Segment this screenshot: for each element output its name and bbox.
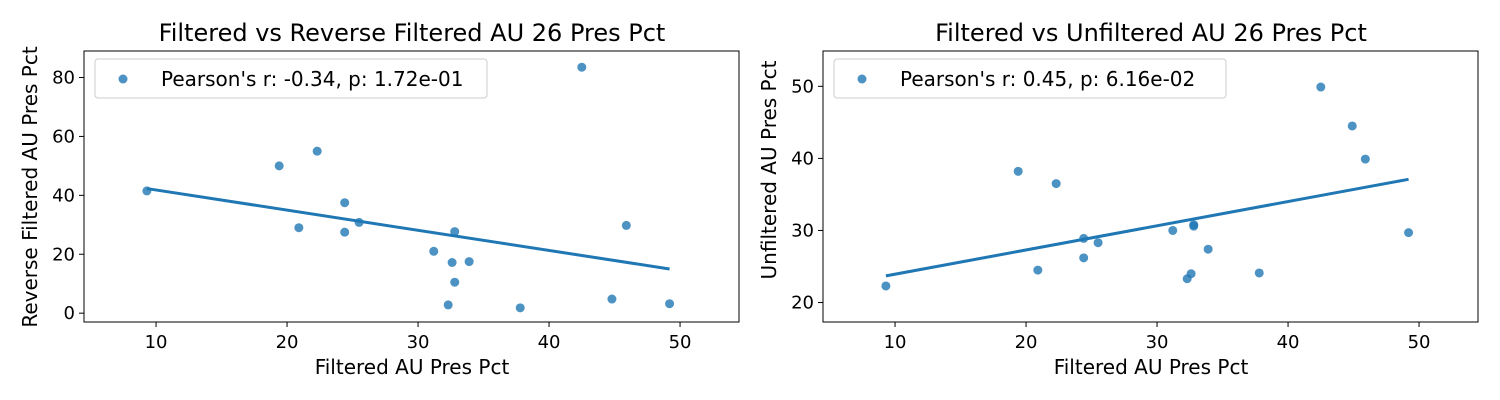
data-point — [1051, 179, 1061, 189]
x-tick-label: 50 — [1408, 332, 1431, 353]
x-tick-label: 30 — [407, 332, 430, 353]
y-tick-label: 80 — [52, 68, 75, 89]
x-axis-label: Filtered AU Pres Pct — [1054, 355, 1249, 379]
legend-marker — [857, 74, 867, 84]
data-point — [429, 246, 439, 256]
chart-reverse-filtered: Filtered vs Reverse Filtered AU 26 Pres … — [18, 19, 740, 379]
plot-frame — [83, 50, 740, 323]
x-tick-label: 40 — [1277, 332, 1300, 353]
x-axis-label: Filtered AU Pres Pct — [315, 355, 510, 379]
data-point — [1033, 265, 1043, 275]
y-tick-label: 20 — [791, 293, 814, 314]
y-tick-label: 0 — [64, 303, 75, 324]
y-tick-label: 20 — [52, 244, 75, 265]
data-point — [1079, 253, 1089, 263]
legend-marker — [118, 74, 128, 84]
data-point — [1203, 244, 1213, 254]
chart-title: Filtered vs Unfiltered AU 26 Pres Pct — [935, 19, 1367, 47]
y-tick-label: 50 — [791, 76, 814, 97]
x-tick-label: 10 — [145, 332, 168, 353]
y-axis-label: Reverse Filtered AU Pres Pct — [18, 46, 42, 328]
data-point — [443, 300, 453, 310]
data-point — [312, 146, 322, 156]
y-tick-label: 40 — [791, 148, 814, 169]
data-point — [450, 227, 460, 237]
legend-label: Pearson's r: -0.34, p: 1.72e-01 — [161, 67, 463, 91]
legend-box — [94, 58, 488, 99]
regression-line — [885, 177, 1409, 278]
y-tick-label: 60 — [52, 126, 75, 147]
x-tick-label: 20 — [276, 332, 299, 353]
data-point — [340, 198, 350, 208]
data-point — [515, 303, 525, 313]
data-point — [1404, 228, 1414, 238]
data-point — [274, 161, 284, 171]
y-tick-label: 40 — [52, 185, 75, 206]
data-point — [1189, 221, 1199, 231]
data-point — [1347, 121, 1357, 131]
data-point — [1168, 225, 1178, 235]
data-point — [447, 257, 457, 267]
data-point — [577, 62, 587, 72]
data-point — [1013, 166, 1023, 176]
data-point — [665, 299, 675, 309]
y-tick-label: 30 — [791, 220, 814, 241]
data-point — [1360, 154, 1370, 164]
x-tick-label: 30 — [1146, 332, 1169, 353]
plot-frame — [822, 50, 1479, 323]
legend-label: Pearson's r: 0.45, p: 6.16e-02 — [900, 67, 1195, 91]
data-point — [1316, 82, 1326, 92]
data-point — [294, 223, 304, 233]
data-point — [1093, 238, 1103, 248]
data-point — [450, 277, 460, 287]
data-point — [1186, 269, 1196, 279]
data-point — [607, 294, 617, 304]
x-tick-label: 40 — [538, 332, 561, 353]
data-point — [881, 281, 891, 291]
data-point — [340, 227, 350, 237]
chart-title: Filtered vs Reverse Filtered AU 26 Pres … — [159, 19, 666, 47]
x-tick-label: 20 — [1015, 332, 1038, 353]
data-point — [1254, 268, 1264, 278]
chart-unfiltered: Filtered vs Unfiltered AU 26 Pres Pct Fi… — [757, 19, 1479, 379]
x-tick-label: 10 — [884, 332, 907, 353]
regression-line — [146, 187, 670, 271]
data-point — [621, 220, 631, 230]
x-tick-label: 50 — [669, 332, 692, 353]
legend-box — [833, 58, 1227, 99]
data-point — [464, 257, 474, 267]
y-axis-label: Unfiltered AU Pres Pct — [757, 60, 781, 279]
